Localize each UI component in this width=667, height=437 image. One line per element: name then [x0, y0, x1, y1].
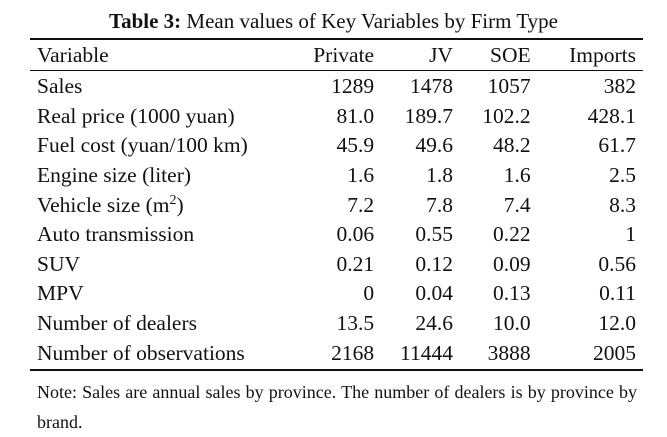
cell-jv: 1478	[409, 74, 453, 99]
cell-soe: 0.09	[493, 251, 531, 276]
row-variable: MPV	[37, 281, 84, 306]
cell-jv: 7.8	[426, 192, 453, 217]
table-row: Number of dealers 13.5 24.6 10.0 12.0	[30, 309, 643, 339]
table-note: Note: Sales are annual sales by province…	[37, 382, 637, 432]
cell-soe: 3888	[487, 340, 531, 365]
cell-jv: 24.6	[415, 311, 453, 336]
row-variable-suffix: )	[176, 192, 184, 217]
row-variable: Vehicle size (m2)	[30, 190, 293, 220]
row-variable-superscript: 2	[169, 192, 177, 208]
cell-private: 0.21	[336, 251, 375, 276]
header-row: Variable Private JV SOE Imports	[30, 40, 643, 70]
cell-imports: 0.11	[599, 281, 636, 306]
bottom-rule	[30, 369, 643, 371]
row-variable: Sales	[37, 74, 83, 99]
row-variable: SUV	[37, 251, 81, 276]
cell-soe: 7.4	[503, 192, 531, 217]
cell-soe: 1057	[487, 74, 531, 99]
cell-imports: 2.5	[609, 163, 636, 188]
cell-private: 1.6	[347, 163, 375, 188]
cell-imports: 428.1	[587, 103, 636, 128]
cell-private: 1289	[331, 74, 375, 99]
header-private: Private	[313, 42, 375, 67]
row-variable: Number of dealers	[37, 311, 197, 336]
row-variable-text: Vehicle size (m	[37, 192, 170, 217]
caption-label: Table 3:	[108, 9, 182, 33]
cell-soe: 48.2	[493, 133, 531, 158]
row-variable: Engine size (liter)	[37, 163, 192, 188]
table-row: Number of observations 2168 11444 3888 2…	[30, 338, 643, 368]
table-row: Real price (1000 yuan) 81.0 189.7 102.2 …	[30, 102, 643, 132]
cell-soe: 0.22	[493, 222, 531, 247]
top-rule	[30, 38, 643, 40]
header-rule	[30, 70, 643, 71]
cell-private: 45.9	[336, 133, 375, 158]
cell-jv: 1.8	[426, 163, 453, 188]
table-row: Vehicle size (m2) 7.2 7.8 7.4 8.3	[30, 190, 643, 220]
cell-private: 7.2	[347, 192, 375, 217]
cell-imports: 8.3	[609, 192, 636, 217]
header-imports: Imports	[569, 42, 636, 67]
row-variable: Auto transmission	[37, 222, 195, 247]
cell-private: 0	[363, 281, 375, 306]
caption-text: Mean values of Key Variables by Firm Typ…	[186, 9, 558, 33]
variables-table: Variable Private JV SOE Imports Sales 12…	[30, 40, 643, 368]
cell-jv: 11444	[400, 340, 453, 365]
cell-private: 13.5	[336, 311, 375, 336]
table-row: Fuel cost (yuan/100 km) 45.9 49.6 48.2 6…	[30, 131, 643, 161]
cell-jv: 189.7	[404, 103, 453, 128]
header-variable: Variable	[37, 42, 109, 67]
cell-jv: 0.04	[415, 281, 453, 306]
table-row: Auto transmission 0.06 0.55 0.22 1	[30, 220, 643, 250]
cell-jv: 0.12	[415, 251, 453, 276]
cell-private: 2168	[331, 340, 375, 365]
cell-soe: 1.6	[503, 163, 531, 188]
cell-soe: 102.2	[482, 103, 531, 128]
cell-imports: 1	[625, 222, 636, 247]
table-row: SUV 0.21 0.12 0.09 0.56	[30, 250, 643, 280]
cell-imports: 2005	[593, 340, 636, 365]
table-caption: Table 3: Mean values of Key Variables by…	[0, 9, 667, 33]
row-variable: Fuel cost (yuan/100 km)	[37, 133, 248, 158]
cell-imports: 12.0	[598, 311, 636, 336]
table-row: Sales 1289 1478 1057 382	[30, 70, 643, 102]
cell-imports: 0.56	[598, 251, 636, 276]
table-row: Engine size (liter) 1.6 1.8 1.6 2.5	[30, 161, 643, 191]
row-variable: Real price (1000 yuan)	[37, 103, 235, 128]
cell-jv: 49.6	[415, 133, 453, 158]
cell-soe: 10.0	[493, 311, 531, 336]
table-row: MPV 0 0.04 0.13 0.11	[30, 279, 643, 309]
header-jv: JV	[429, 42, 453, 67]
cell-private: 0.06	[336, 222, 375, 247]
cell-jv: 0.55	[415, 222, 453, 247]
cell-imports: 382	[603, 74, 636, 99]
cell-private: 81.0	[336, 103, 375, 128]
row-variable: Number of observations	[37, 340, 245, 365]
cell-imports: 61.7	[598, 133, 636, 158]
header-soe: SOE	[490, 42, 531, 67]
cell-soe: 0.13	[493, 281, 531, 306]
